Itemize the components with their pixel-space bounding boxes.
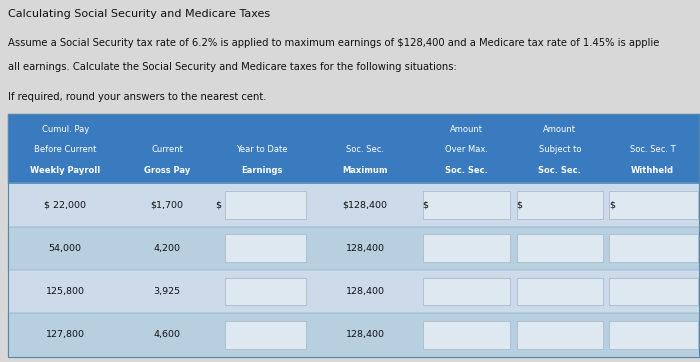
- Text: If required, round your answers to the nearest cent.: If required, round your answers to the n…: [8, 92, 267, 102]
- Text: 54,000: 54,000: [48, 244, 82, 253]
- Text: $1,700: $1,700: [150, 200, 183, 209]
- Bar: [8, 270, 699, 313]
- Text: Soc. Sec.: Soc. Sec.: [538, 166, 581, 175]
- Bar: [8, 114, 699, 357]
- Text: Before Current: Before Current: [34, 146, 97, 155]
- Bar: [8, 313, 699, 357]
- Text: Cumul. Pay: Cumul. Pay: [41, 125, 89, 134]
- Text: Over Max.: Over Max.: [444, 146, 488, 155]
- Bar: [517, 278, 603, 306]
- Text: $: $: [516, 200, 522, 209]
- Bar: [8, 114, 699, 183]
- Text: $: $: [610, 200, 615, 209]
- Text: Assume a Social Security tax rate of 6.2% is applied to maximum earnings of $128: Assume a Social Security tax rate of 6.2…: [8, 38, 660, 48]
- Text: 127,800: 127,800: [46, 331, 85, 340]
- Text: Gross Pay: Gross Pay: [144, 166, 190, 175]
- Bar: [610, 278, 698, 306]
- Text: 125,800: 125,800: [46, 287, 85, 296]
- Text: Soc. Sec.: Soc. Sec.: [346, 146, 384, 155]
- Bar: [423, 234, 510, 262]
- Bar: [423, 278, 510, 306]
- Text: Soc. Sec.: Soc. Sec.: [444, 166, 488, 175]
- Text: Calculating Social Security and Medicare Taxes: Calculating Social Security and Medicare…: [8, 9, 270, 19]
- Text: Current: Current: [151, 146, 183, 155]
- Text: Subject to: Subject to: [538, 146, 581, 155]
- Text: 128,400: 128,400: [346, 244, 384, 253]
- Text: Maximum: Maximum: [342, 166, 388, 175]
- Text: 4,600: 4,600: [153, 331, 181, 340]
- Bar: [8, 227, 699, 270]
- Bar: [610, 234, 698, 262]
- Text: Year to Date: Year to Date: [236, 146, 287, 155]
- Bar: [610, 191, 698, 219]
- Text: Soc. Sec. T: Soc. Sec. T: [630, 146, 676, 155]
- Bar: [225, 191, 307, 219]
- Text: 4,200: 4,200: [153, 244, 181, 253]
- Bar: [225, 234, 307, 262]
- Text: 128,400: 128,400: [346, 287, 384, 296]
- Text: Amount: Amount: [543, 125, 576, 134]
- Bar: [8, 183, 699, 227]
- Bar: [517, 321, 603, 349]
- Text: 3,925: 3,925: [153, 287, 181, 296]
- Text: 128,400: 128,400: [346, 331, 384, 340]
- Bar: [225, 321, 307, 349]
- Text: Weekly Payroll: Weekly Payroll: [30, 166, 100, 175]
- Bar: [423, 321, 510, 349]
- Bar: [225, 278, 307, 306]
- Text: $: $: [215, 200, 221, 209]
- Text: $128,400: $128,400: [342, 200, 388, 209]
- Text: Amount: Amount: [449, 125, 483, 134]
- Text: Earnings: Earnings: [241, 166, 282, 175]
- Text: Withheld: Withheld: [631, 166, 674, 175]
- Bar: [423, 191, 510, 219]
- Bar: [517, 234, 603, 262]
- Text: $ 22,000: $ 22,000: [44, 200, 86, 209]
- Bar: [517, 191, 603, 219]
- Text: all earnings. Calculate the Social Security and Medicare taxes for the following: all earnings. Calculate the Social Secur…: [8, 62, 457, 72]
- Bar: [610, 321, 698, 349]
- Text: $: $: [422, 200, 428, 209]
